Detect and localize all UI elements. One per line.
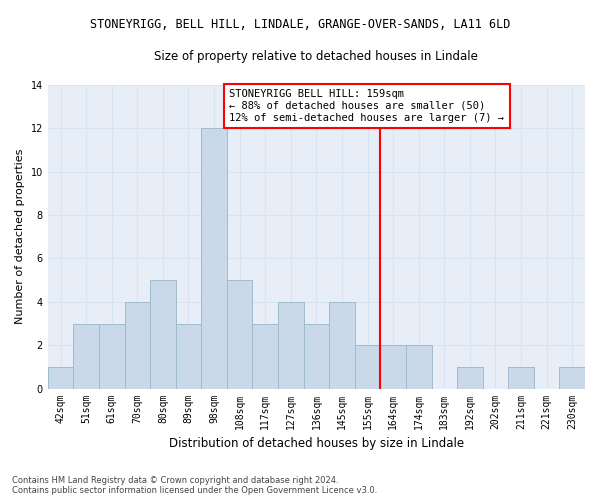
Bar (355, 345, 380, 389)
Title: Size of property relative to detached houses in Lindale: Size of property relative to detached ho… (154, 50, 478, 63)
Text: STONEYRIGG, BELL HILL, LINDALE, GRANGE-OVER-SANDS, LA11 6LD: STONEYRIGG, BELL HILL, LINDALE, GRANGE-O… (90, 18, 510, 30)
Bar (150, 280, 176, 388)
Bar (176, 324, 201, 388)
Y-axis label: Number of detached properties: Number of detached properties (15, 149, 25, 324)
Bar (508, 367, 534, 388)
Bar (278, 302, 304, 388)
Bar (406, 345, 431, 389)
Bar (329, 302, 355, 388)
Bar (457, 367, 482, 388)
Bar (380, 345, 406, 389)
Bar (559, 367, 585, 388)
Bar (253, 324, 278, 388)
Bar (48, 367, 73, 388)
Bar (304, 324, 329, 388)
Text: STONEYRIGG BELL HILL: 159sqm
← 88% of detached houses are smaller (50)
12% of se: STONEYRIGG BELL HILL: 159sqm ← 88% of de… (229, 90, 505, 122)
X-axis label: Distribution of detached houses by size in Lindale: Distribution of detached houses by size … (169, 437, 464, 450)
Bar (73, 324, 99, 388)
Bar (99, 324, 125, 388)
Text: Contains HM Land Registry data © Crown copyright and database right 2024.
Contai: Contains HM Land Registry data © Crown c… (12, 476, 377, 495)
Bar (201, 128, 227, 388)
Bar (227, 280, 253, 388)
Bar (125, 302, 150, 388)
